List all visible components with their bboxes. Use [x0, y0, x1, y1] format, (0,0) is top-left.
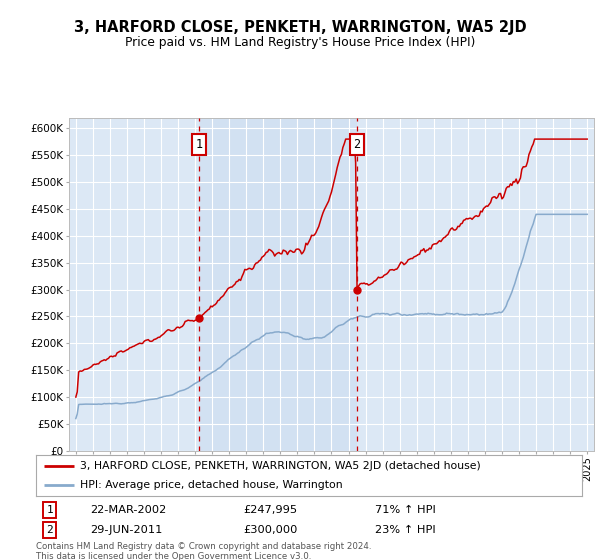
- Text: 3, HARFORD CLOSE, PENKETH, WARRINGTON, WA5 2JD: 3, HARFORD CLOSE, PENKETH, WARRINGTON, W…: [74, 20, 526, 35]
- Text: 2: 2: [353, 138, 361, 151]
- Text: 1: 1: [196, 138, 202, 151]
- Text: Price paid vs. HM Land Registry's House Price Index (HPI): Price paid vs. HM Land Registry's House …: [125, 36, 475, 49]
- Text: 71% ↑ HPI: 71% ↑ HPI: [374, 505, 436, 515]
- Text: 2: 2: [46, 525, 53, 535]
- Text: HPI: Average price, detached house, Warrington: HPI: Average price, detached house, Warr…: [80, 480, 343, 490]
- Text: Contains HM Land Registry data © Crown copyright and database right 2024.
This d: Contains HM Land Registry data © Crown c…: [36, 542, 371, 560]
- Text: 22-MAR-2002: 22-MAR-2002: [91, 505, 167, 515]
- Text: 1: 1: [46, 505, 53, 515]
- Text: 23% ↑ HPI: 23% ↑ HPI: [374, 525, 435, 535]
- Text: £300,000: £300,000: [244, 525, 298, 535]
- Bar: [199, 118, 357, 451]
- Text: £247,995: £247,995: [244, 505, 298, 515]
- Text: 29-JUN-2011: 29-JUN-2011: [91, 525, 163, 535]
- Text: 3, HARFORD CLOSE, PENKETH, WARRINGTON, WA5 2JD (detached house): 3, HARFORD CLOSE, PENKETH, WARRINGTON, W…: [80, 461, 481, 471]
